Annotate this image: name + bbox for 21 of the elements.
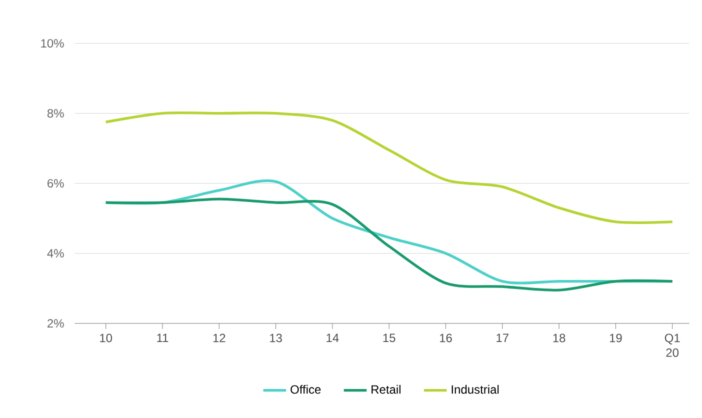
x-tick-label: 17 — [496, 334, 508, 342]
y-tick-label: 10% — [41, 39, 64, 48]
x-tick-label: 13 — [270, 334, 282, 342]
x-tick-label: Q1 20 — [664, 334, 680, 357]
line-series — [104, 111, 674, 224]
y-tick-label: 4% — [47, 249, 64, 258]
legend-label: Industrial — [452, 384, 499, 394]
legend-label: Retail — [372, 384, 400, 394]
y-tick-label: 6% — [48, 179, 64, 188]
y-tick-label: 2% — [48, 319, 64, 328]
x-tick-label: 15 — [383, 334, 396, 342]
x-tick-label: 10 — [100, 334, 112, 342]
legend-label: Office — [290, 384, 321, 394]
x-tick-label: 12 — [213, 334, 226, 342]
x-tick-label: 16 — [440, 334, 452, 342]
line-series — [104, 198, 674, 292]
x-tick-label: 19 — [610, 334, 622, 342]
x-tick-label: 14 — [326, 334, 339, 342]
y-tick-label: 8% — [47, 109, 64, 118]
x-tick-label: 18 — [553, 334, 566, 342]
x-tick-label: 11 — [157, 334, 168, 342]
